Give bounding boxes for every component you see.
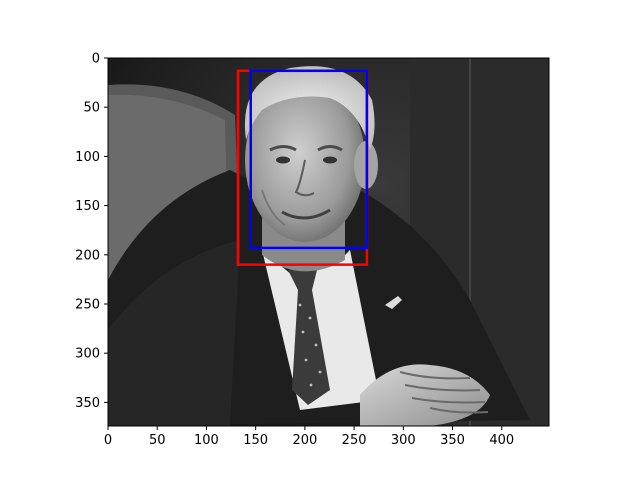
x-tick-label: 300: [391, 433, 416, 448]
photo-image: [108, 58, 549, 426]
x-tick-label: 250: [342, 433, 367, 448]
axes-frame: [107, 57, 550, 427]
x-axis: 0 50 100 150 200 250 300 350 400: [104, 426, 514, 448]
y-tick-label: 200: [75, 248, 100, 263]
bounding-box-2: [249, 69, 369, 250]
x-tick-label: 150: [243, 433, 268, 448]
y-tick-label: 350: [75, 396, 100, 411]
x-tick-label: 100: [194, 433, 219, 448]
x-tick-label: 0: [104, 433, 112, 448]
bounding-boxes: [236, 69, 369, 266]
y-axis: 0 50 100 150 200 250 300 350: [75, 52, 108, 411]
y-tick-label: 250: [75, 297, 100, 312]
x-tick-label: 50: [149, 433, 166, 448]
y-tick-label: 0: [92, 52, 100, 67]
x-tick-label: 350: [440, 433, 465, 448]
y-tick-label: 100: [75, 150, 100, 165]
x-tick-label: 400: [489, 433, 514, 448]
y-tick-label: 150: [75, 199, 100, 214]
y-tick-label: 50: [83, 101, 100, 116]
y-tick-label: 300: [75, 347, 100, 362]
x-tick-label: 200: [292, 433, 317, 448]
